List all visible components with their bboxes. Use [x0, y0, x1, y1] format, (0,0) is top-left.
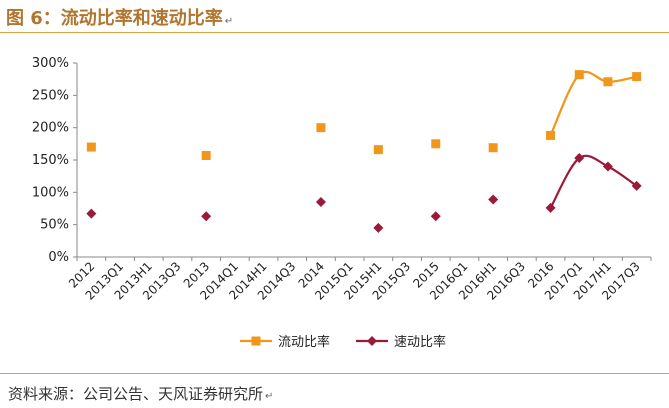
- source-return-mark: ↵: [265, 391, 274, 402]
- quick-ratio-point: [488, 194, 499, 205]
- source-note: 资料来源：公司公告、天风证券研究所 ↵: [8, 385, 274, 403]
- quick-ratio-point: [201, 211, 212, 222]
- current-ratio-point: [603, 77, 613, 87]
- y-tick-label: 150%: [32, 153, 69, 168]
- current-ratio-point: [373, 145, 383, 155]
- quick-ratio-point: [86, 208, 97, 219]
- series-line-1: [549, 70, 637, 136]
- chart: 0%50%100%150%200%250%300%20122013Q12013H…: [32, 56, 652, 350]
- return-mark: ↵: [224, 16, 234, 27]
- quick-ratio-point: [430, 211, 441, 222]
- y-tick-label: 50%: [40, 218, 69, 233]
- legend-label-1: 流动比率: [278, 334, 330, 350]
- quick-ratio-point: [373, 222, 384, 233]
- current-ratio-point: [431, 139, 441, 149]
- legend-label-2: 速动比率: [394, 334, 446, 350]
- current-ratio-point: [201, 150, 211, 160]
- y-tick-label: 100%: [32, 185, 69, 200]
- current-ratio-point: [488, 143, 498, 153]
- quick-ratio-point: [602, 161, 613, 172]
- y-tick-label: 0%: [48, 250, 69, 265]
- quick-ratio-point: [574, 153, 585, 164]
- series-line-2: [549, 154, 638, 209]
- title-bar: 图 6：流动比率和速动比率 ↵: [0, 0, 669, 33]
- legend-marker-quick: [367, 336, 377, 346]
- chart-title: 图 6：流动比率和速动比率 ↵: [6, 8, 234, 29]
- quick-ratio-point: [545, 202, 556, 213]
- y-tick-label: 300%: [32, 56, 69, 71]
- quick-ratio-point: [315, 197, 326, 208]
- source-bar: 资料来源：公司公告、天风证券研究所 ↵: [0, 373, 669, 408]
- current-ratio-point: [316, 123, 326, 133]
- y-tick-label: 250%: [32, 88, 69, 103]
- current-ratio-point: [546, 130, 556, 140]
- current-ratio-point: [574, 70, 584, 80]
- current-ratio-point: [632, 72, 642, 82]
- y-tick-label: 200%: [32, 121, 69, 136]
- quick-ratio-point: [631, 180, 642, 191]
- legend-marker-current: [251, 336, 261, 346]
- current-ratio-point: [86, 142, 96, 152]
